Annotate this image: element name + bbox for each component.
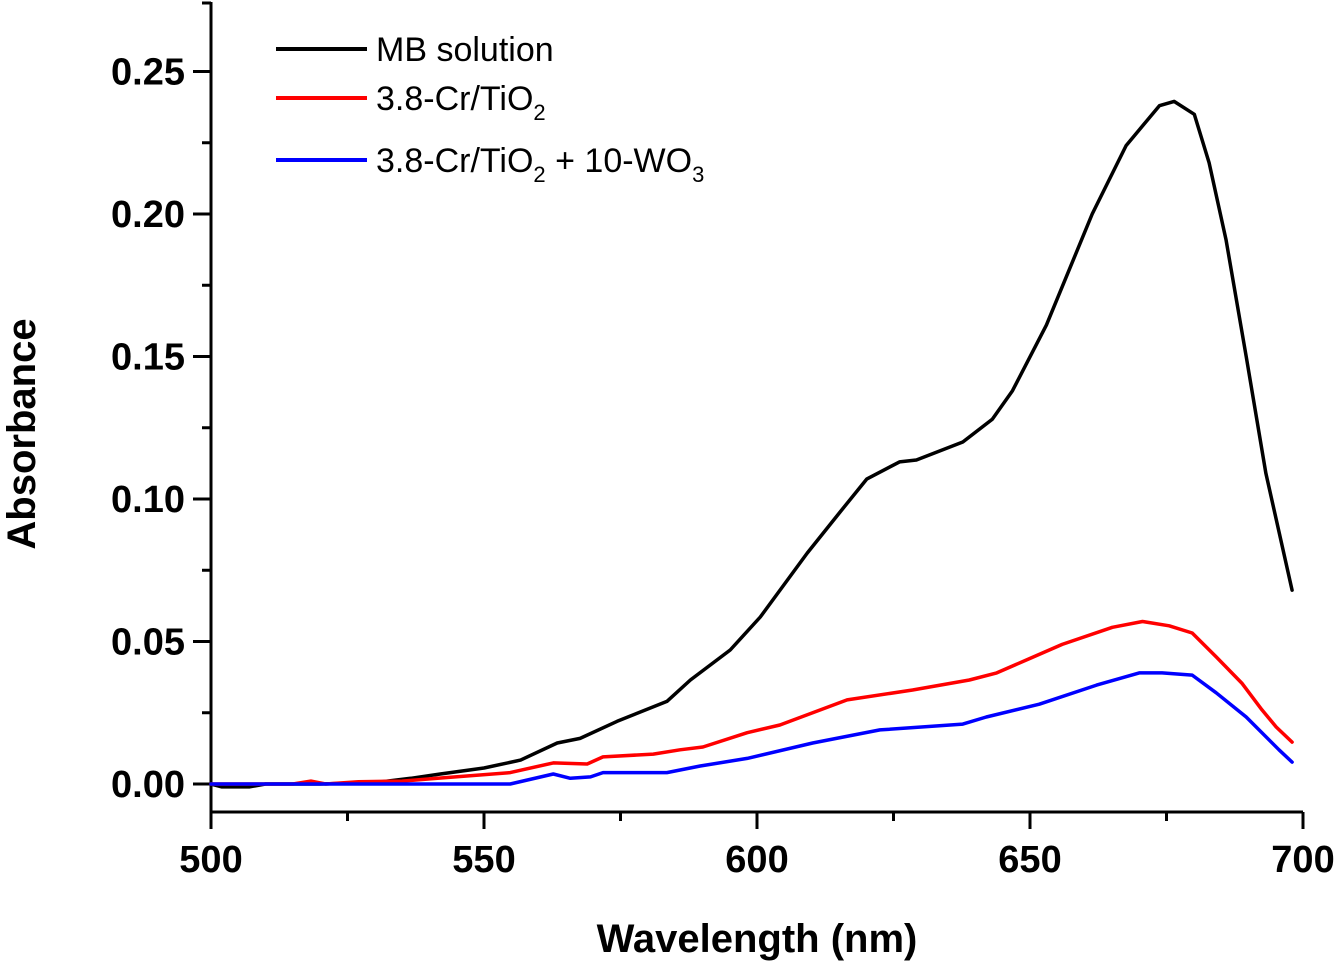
- y-tick-label: 0.05: [111, 622, 185, 664]
- x-axis-title: Wavelength (nm): [597, 917, 918, 961]
- y-axis-title: Absorbance: [0, 318, 44, 549]
- legend: MB solution 3.8-Cr/TiO2 3.8-Cr/TiO2 + 10-W…: [276, 31, 704, 187]
- y-tick-label: 0.25: [111, 52, 185, 94]
- x-tick-label: 550: [452, 839, 515, 881]
- x-tick-label: 600: [725, 839, 788, 881]
- y-tick-label: 0.10: [111, 479, 185, 521]
- y-tick-label: 0.20: [111, 194, 185, 236]
- legend-label: MB solution: [376, 31, 554, 69]
- legend-label: 3.8-Cr/TiO2: [376, 80, 546, 125]
- x-tick-label: 650: [998, 839, 1061, 881]
- series-line-1: [209, 99, 1294, 789]
- series-layer: [209, 99, 1294, 789]
- x-tick-label: 500: [179, 839, 242, 881]
- y-tick-label: 0.00: [111, 764, 185, 806]
- series-line-2: [209, 619, 1294, 786]
- axes: 0.00 0.05 0.10 0.15 0.20 0.25 500 550 600 650 700: [111, 1, 1335, 881]
- legend-label: 3.8-Cr/TiO2 + 10-WO3: [376, 142, 704, 187]
- series-line-3: [209, 671, 1294, 786]
- y-tick-label: 0.15: [111, 337, 185, 379]
- x-tick-label: 700: [1271, 839, 1334, 881]
